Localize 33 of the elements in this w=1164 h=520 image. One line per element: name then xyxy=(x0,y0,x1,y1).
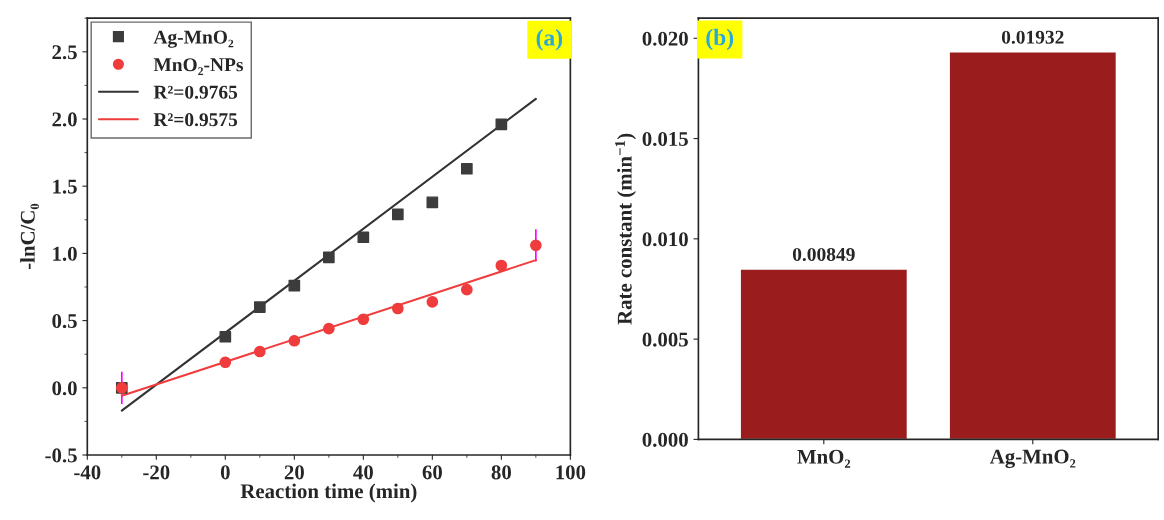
y-tick-label: 0.010 xyxy=(642,232,688,247)
x-tick-label: 80 xyxy=(491,465,511,480)
legend-label: R²=0.9575 xyxy=(153,113,238,127)
y-tick-label: 0.015 xyxy=(642,131,688,147)
x-tick-label: Ag-MnO₂ xyxy=(989,449,1076,469)
y-tick-label: 0.0 xyxy=(52,381,77,396)
y-tick-label: 0.5 xyxy=(52,313,77,329)
y-axis-title: -lnC/C₀ xyxy=(20,203,39,270)
x-tick-label: -20 xyxy=(143,465,170,480)
x-tick-label: 40 xyxy=(353,465,373,480)
y-tick-label: 2.5 xyxy=(52,45,77,60)
x-tick-label: 0 xyxy=(220,465,230,480)
legend-label: R²=0.9765 xyxy=(153,85,238,99)
legend-label: Ag-MnO₂ xyxy=(153,30,234,48)
y-tick-label: -0.5 xyxy=(45,448,77,463)
data-label: 0.00849 xyxy=(792,247,855,262)
x-axis-title: Reaction time (min) xyxy=(240,483,417,503)
x-tick-label: 60 xyxy=(422,465,442,480)
y-tick-label: 0.005 xyxy=(642,332,688,347)
x-tick-label: -40 xyxy=(74,465,101,480)
y-tick-label: 1.0 xyxy=(53,246,77,261)
x-tick-label: 100 xyxy=(556,465,586,480)
y-tick-label: 1.5 xyxy=(53,179,77,194)
y-tick-label: 0.020 xyxy=(642,31,688,46)
annotation: (b) xyxy=(706,28,734,51)
legend-label: MnO₂-NPs xyxy=(153,58,244,75)
y-tick-label: 2.0 xyxy=(52,112,77,127)
x-tick-label: MnO₂ xyxy=(797,449,851,468)
y-tick-label: 0.000 xyxy=(642,432,688,447)
data-label: 0.01932 xyxy=(1001,30,1064,44)
annotation: (a) xyxy=(536,29,563,51)
x-tick-label: 20 xyxy=(284,465,304,480)
y-axis-title: Rate constant (min$^{−1}$) xyxy=(615,133,636,325)
